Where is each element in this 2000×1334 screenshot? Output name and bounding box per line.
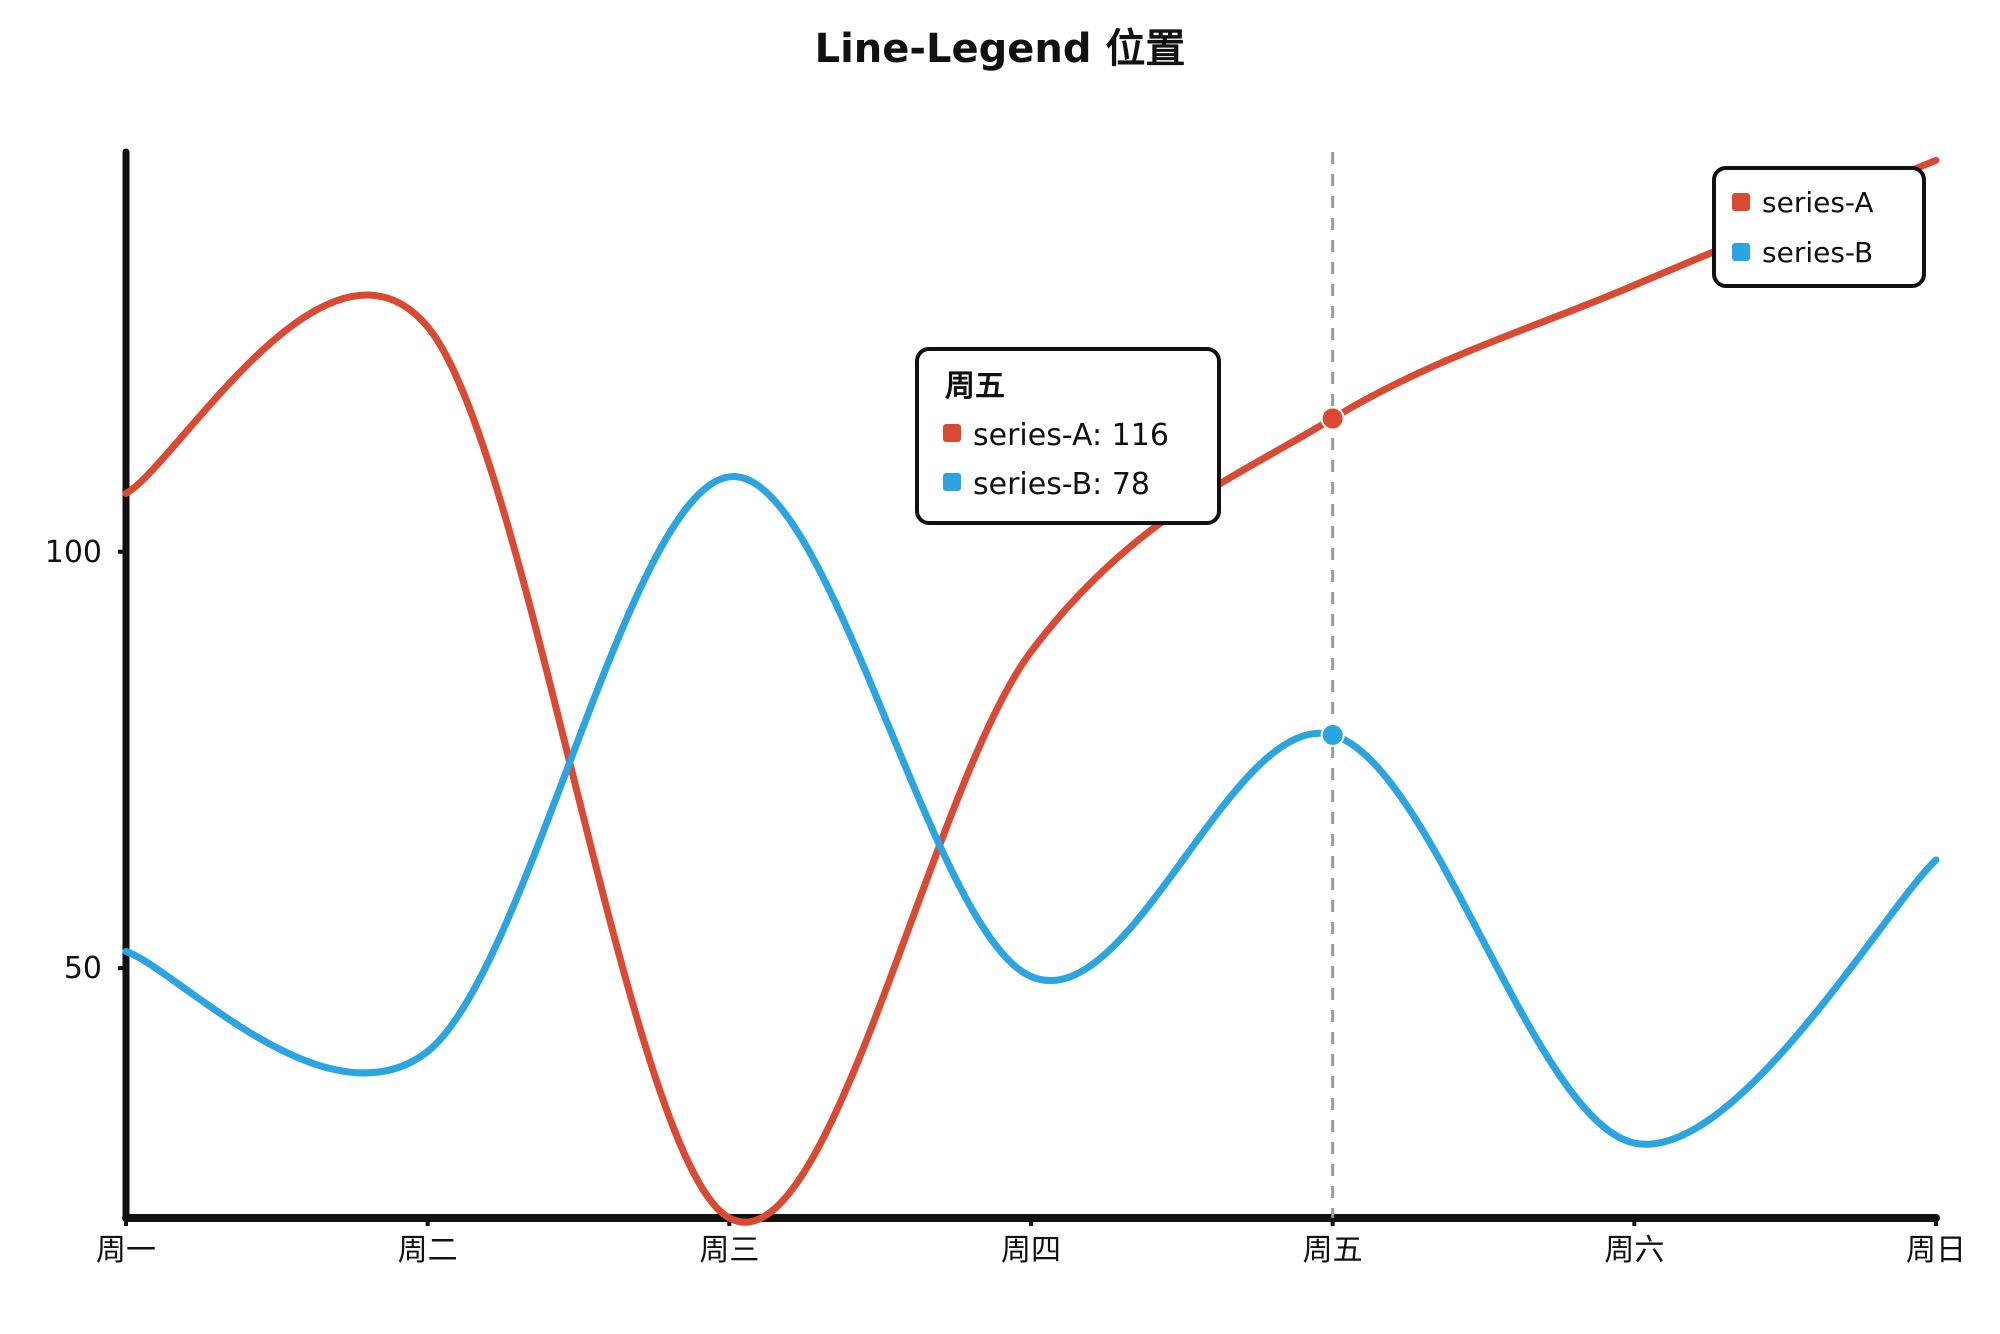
legend-box <box>1712 166 1926 288</box>
legend-label-1: series-A <box>1762 186 1874 219</box>
series-line-2 <box>122 473 1940 1148</box>
tooltip-swatch-2 <box>943 473 961 491</box>
marker-layer <box>1320 152 1345 1218</box>
tooltip-swatch-1 <box>943 424 961 442</box>
y-tick-label: 50 <box>64 951 102 986</box>
tooltip-box <box>915 347 1221 525</box>
series-highlight-point-2 <box>1320 722 1345 747</box>
x-tick-label: 周三 <box>699 1233 759 1268</box>
x-tick-label: 周五 <box>1303 1233 1363 1268</box>
legend-label-2: series-B <box>1762 236 1873 269</box>
x-tick-label: 周日 <box>1906 1233 1966 1268</box>
x-tick-label: 周六 <box>1604 1233 1664 1268</box>
y-tick-label: 100 <box>45 535 102 570</box>
chart-title: Line-Legend 位置 <box>815 26 1186 72</box>
x-tick-label: 周四 <box>1001 1233 1061 1268</box>
tooltip-line-2: series-B: 78 <box>973 467 1150 502</box>
legend: series-A series-B <box>1712 166 1926 288</box>
legend-swatch-2 <box>1732 243 1750 261</box>
tooltip-title: 周五 <box>945 369 1005 404</box>
legend-swatch-1 <box>1732 193 1750 211</box>
series-highlight-point-1 <box>1320 406 1345 431</box>
x-tick-label: 周一 <box>96 1233 156 1268</box>
x-tick-label: 周二 <box>398 1233 458 1268</box>
series-layer <box>122 156 1940 1226</box>
series-line-1 <box>122 156 1940 1226</box>
tooltip-line-1: series-A: 116 <box>973 418 1169 453</box>
tooltip: 周五 series-A: 116 series-B: 78 <box>915 347 1221 525</box>
